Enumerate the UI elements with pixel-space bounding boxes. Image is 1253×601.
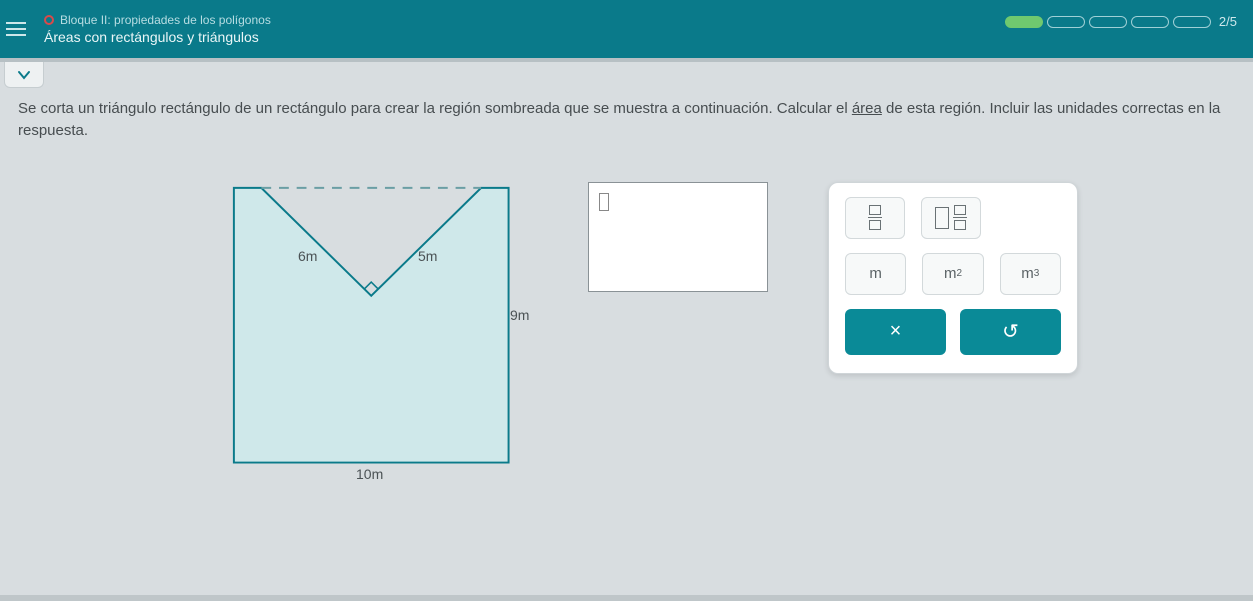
workspace: 6m 5m 9m 10m xyxy=(18,182,1235,492)
clear-button[interactable]: × xyxy=(845,309,946,355)
fraction-icon xyxy=(868,205,882,230)
mixed-fraction-button[interactable] xyxy=(921,197,981,239)
collapse-toggle[interactable] xyxy=(4,62,44,88)
keypad-row-fractions xyxy=(845,197,1061,239)
question-prefix: Se corta un triángulo rectángulo de un r… xyxy=(18,100,852,117)
unit-m2-base: m xyxy=(944,265,957,282)
progress-indicator: 2/5 xyxy=(1005,14,1237,29)
unit-m-button[interactable]: m xyxy=(845,253,906,295)
unit-m2-button[interactable]: m2 xyxy=(922,253,983,295)
clear-icon: × xyxy=(890,320,902,343)
figure-label-right: 5m xyxy=(418,248,437,264)
divider xyxy=(0,58,1253,62)
breadcrumb-text: Bloque II: propiedades de los polígonos xyxy=(60,13,271,27)
figure-label-bottom: 10m xyxy=(356,466,383,482)
breadcrumb: Bloque II: propiedades de los polígonos xyxy=(44,13,271,27)
progress-cell xyxy=(1047,16,1085,28)
header-titles: Bloque II: propiedades de los polígonos … xyxy=(44,13,271,45)
progress-cell xyxy=(1005,16,1043,28)
footer-divider xyxy=(0,595,1253,601)
progress-cells xyxy=(1005,16,1211,28)
question-underlined: área xyxy=(852,100,882,117)
keypad-row-actions: × ↺ xyxy=(845,309,1061,355)
menu-icon[interactable] xyxy=(6,15,34,43)
header-bar: Bloque II: propiedades de los polígonos … xyxy=(0,0,1253,58)
unit-m3-sup: 3 xyxy=(1034,268,1040,279)
breadcrumb-dot-icon xyxy=(44,15,54,25)
unit-m3-button[interactable]: m3 xyxy=(1000,253,1061,295)
figure-label-left: 6m xyxy=(298,248,317,264)
fraction-button[interactable] xyxy=(845,197,905,239)
progress-cell xyxy=(1131,16,1169,28)
reset-icon: ↺ xyxy=(1002,319,1019,344)
page-title: Áreas con rectángulos y triángulos xyxy=(44,29,271,45)
progress-cell xyxy=(1173,16,1211,28)
content-area: Se corta un triángulo rectángulo de un r… xyxy=(0,88,1253,492)
keypad: m m2 m3 × ↺ xyxy=(828,182,1078,374)
mixed-fraction-icon xyxy=(935,205,967,230)
chevron-down-icon xyxy=(17,68,31,82)
shaded-region xyxy=(234,187,509,462)
answer-input[interactable] xyxy=(588,182,768,292)
unit-m3-base: m xyxy=(1021,265,1034,282)
figure: 6m 5m 9m 10m xyxy=(228,182,528,492)
question-text: Se corta un triángulo rectángulo de un r… xyxy=(18,98,1235,142)
progress-cell xyxy=(1089,16,1127,28)
figure-label-side: 9m xyxy=(510,307,529,323)
answer-cursor-icon xyxy=(599,193,609,211)
unit-m2-sup: 2 xyxy=(956,268,962,279)
progress-label: 2/5 xyxy=(1219,14,1237,29)
unit-m-label: m xyxy=(869,265,882,282)
keypad-row-units: m m2 m3 xyxy=(845,253,1061,295)
reset-button[interactable]: ↺ xyxy=(960,309,1061,355)
figure-svg xyxy=(228,182,538,492)
